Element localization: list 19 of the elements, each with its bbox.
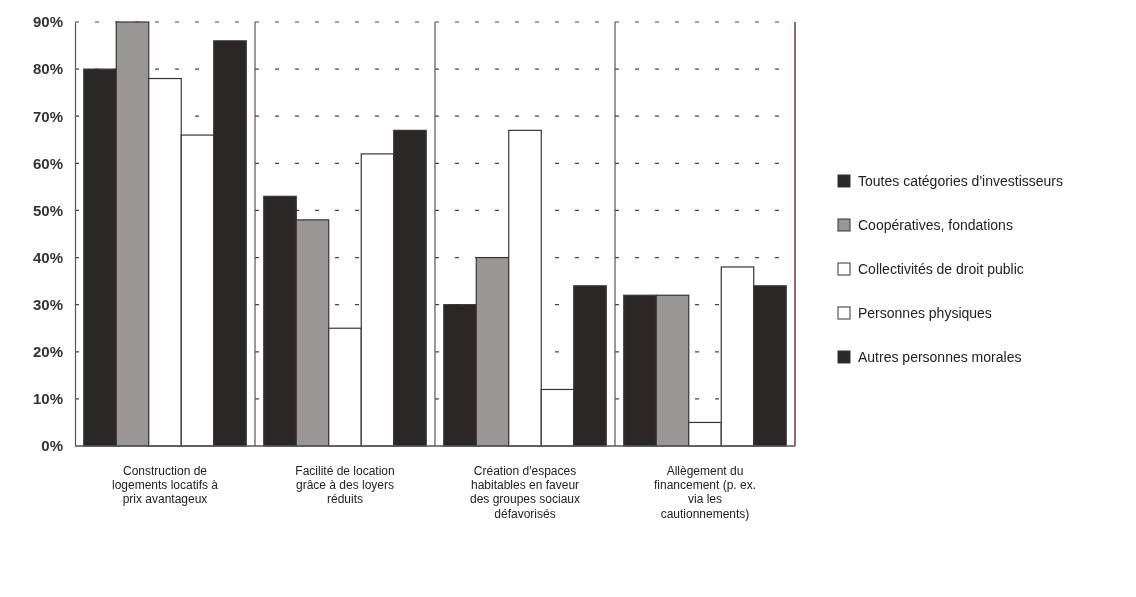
y-tick-label: 0%	[41, 437, 63, 455]
y-tick-label: 40%	[32, 248, 63, 266]
legend-label: Coopératives, fondations	[858, 217, 1013, 233]
y-tick-label: 10%	[32, 390, 63, 408]
legend-label: Personnes physiques	[858, 305, 992, 321]
y-tick-label: 60%	[32, 154, 63, 172]
x-tick-label: Allègement du financement (p. ex. via les cautionnements)	[653, 463, 757, 521]
y-tick-label: 80%	[32, 60, 63, 78]
legend-label: Collectivités de droit public	[858, 261, 1024, 277]
y-tick-label: 70%	[32, 107, 63, 125]
y-tick-label: 30%	[32, 295, 63, 313]
x-tick-label: Création d'espaces habitables en faveur des groupes sociaux défavorisés	[469, 463, 581, 521]
y-tick-label: 50%	[32, 201, 63, 219]
y-tick-label: 90%	[32, 13, 63, 31]
y-tick-label: 20%	[32, 343, 63, 361]
legend-label: Autres personnes morales	[858, 349, 1022, 365]
x-tick-label: Facilité de location grâce à des loyers réduits	[295, 463, 395, 507]
x-tick-label: Construction de logements locatifs à prix avantageux	[111, 463, 219, 507]
legend-label: Toutes catégories d'investisseurs	[858, 173, 1063, 189]
